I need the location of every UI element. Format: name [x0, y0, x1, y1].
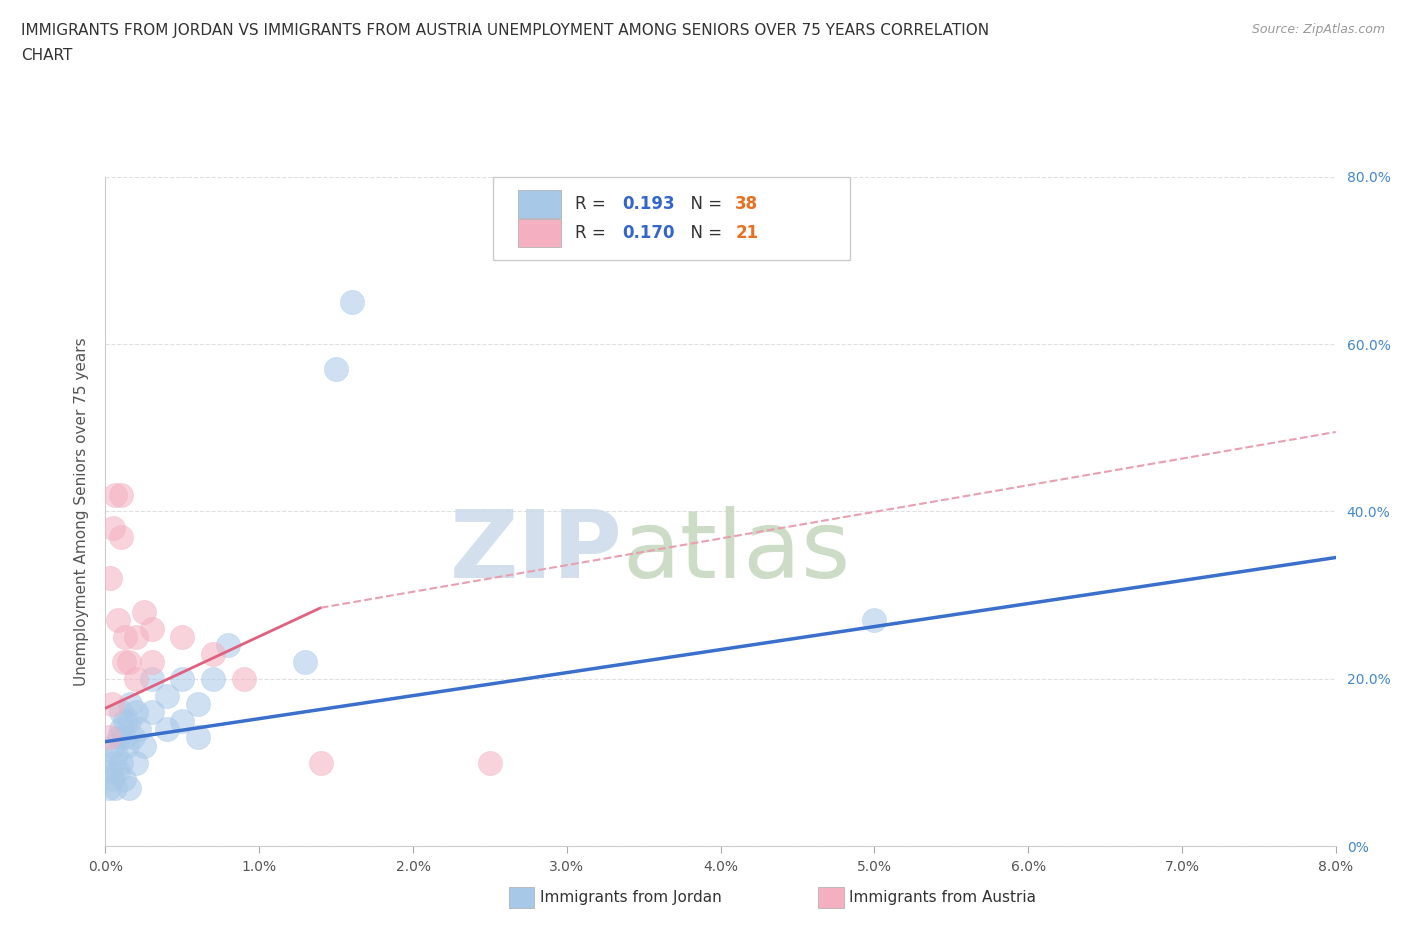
Point — [172, 630, 194, 644]
Point — [187, 730, 209, 745]
Point — [100, 772, 122, 787]
Point — [110, 487, 132, 502]
Text: atlas: atlas — [621, 506, 851, 598]
Point — [122, 730, 145, 745]
Text: 38: 38 — [735, 195, 758, 213]
Point — [101, 521, 124, 536]
Text: ZIP: ZIP — [450, 506, 621, 598]
Text: R =: R = — [575, 195, 612, 213]
Point — [117, 713, 139, 728]
Point — [112, 730, 135, 745]
Text: 0.170: 0.170 — [621, 224, 675, 242]
Point — [141, 705, 163, 720]
Text: N =: N = — [681, 195, 727, 213]
Point — [110, 755, 132, 770]
Point — [117, 655, 139, 670]
Point — [114, 630, 136, 644]
Text: Source: ZipAtlas.com: Source: ZipAtlas.com — [1251, 23, 1385, 36]
Point — [232, 671, 254, 686]
Point — [97, 780, 120, 795]
FancyBboxPatch shape — [517, 219, 561, 247]
Point — [309, 755, 332, 770]
Point — [172, 713, 194, 728]
Point — [98, 764, 121, 778]
Point — [125, 630, 148, 644]
Point — [187, 697, 209, 711]
Point — [112, 772, 135, 787]
Text: CHART: CHART — [21, 48, 73, 63]
Point — [104, 487, 127, 502]
Y-axis label: Unemployment Among Seniors over 75 years: Unemployment Among Seniors over 75 years — [75, 338, 90, 685]
Point — [97, 730, 120, 745]
Point — [100, 697, 122, 711]
Point — [120, 697, 141, 711]
Point — [141, 655, 163, 670]
Point — [218, 638, 240, 653]
Point — [294, 655, 316, 670]
Text: 0.193: 0.193 — [621, 195, 675, 213]
Point — [172, 671, 194, 686]
Point — [101, 738, 124, 753]
Text: R =: R = — [575, 224, 612, 242]
Point — [110, 722, 132, 737]
Point — [110, 529, 132, 544]
Point — [107, 764, 129, 778]
Point — [156, 688, 179, 703]
Point — [141, 621, 163, 636]
Point — [112, 655, 135, 670]
Text: IMMIGRANTS FROM JORDAN VS IMMIGRANTS FROM AUSTRIA UNEMPLOYMENT AMONG SENIORS OVE: IMMIGRANTS FROM JORDAN VS IMMIGRANTS FRO… — [21, 23, 990, 38]
Point — [110, 705, 132, 720]
Point — [98, 571, 121, 586]
Point — [132, 604, 155, 619]
Point — [107, 613, 129, 628]
Point — [115, 738, 138, 753]
Point — [105, 747, 128, 762]
Point — [202, 646, 225, 661]
Point — [125, 671, 148, 686]
Point — [125, 755, 148, 770]
Point — [340, 295, 363, 310]
Point — [108, 730, 131, 745]
Point — [156, 722, 179, 737]
Point — [132, 738, 155, 753]
Point — [202, 671, 225, 686]
Point — [114, 713, 136, 728]
Point — [117, 780, 139, 795]
Text: N =: N = — [681, 224, 727, 242]
Point — [325, 362, 347, 377]
Text: 21: 21 — [735, 224, 758, 242]
Point — [128, 722, 150, 737]
Point — [863, 613, 886, 628]
Point — [104, 780, 127, 795]
Point — [125, 705, 148, 720]
Point — [101, 755, 124, 770]
Text: Immigrants from Austria: Immigrants from Austria — [849, 890, 1036, 905]
FancyBboxPatch shape — [517, 190, 561, 219]
Text: Immigrants from Jordan: Immigrants from Jordan — [540, 890, 721, 905]
FancyBboxPatch shape — [494, 177, 849, 260]
Point — [478, 755, 501, 770]
Point — [141, 671, 163, 686]
